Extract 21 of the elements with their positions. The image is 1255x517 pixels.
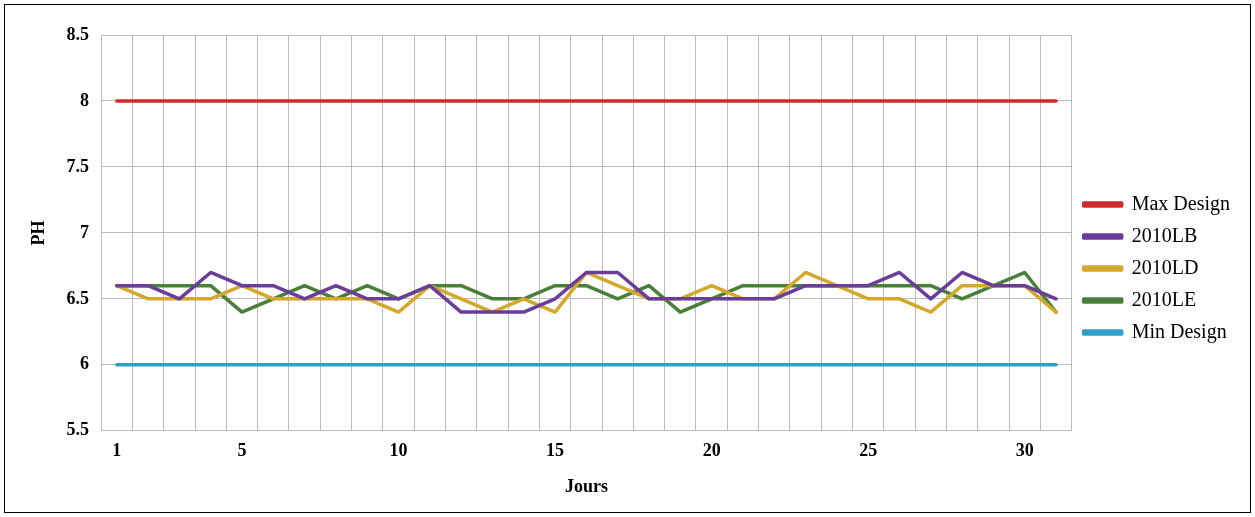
x-tick-label: 30 bbox=[1015, 440, 1034, 461]
y-axis-title: PH bbox=[28, 220, 49, 246]
legend-label: 2010LB bbox=[1131, 223, 1198, 246]
x-axis-title: Jours bbox=[564, 475, 608, 496]
x-tick-label: 1 bbox=[112, 440, 122, 461]
y-tick-label: 8.5 bbox=[66, 23, 90, 44]
y-tick-label: 5.5 bbox=[66, 419, 90, 440]
legend-label: 2010LD bbox=[1131, 255, 1199, 278]
legend-label: Max Design bbox=[1131, 191, 1231, 215]
y-tick-label: 7.5 bbox=[66, 155, 90, 176]
x-tick-label: 25 bbox=[859, 440, 878, 461]
x-tick-label: 15 bbox=[546, 440, 565, 461]
y-tick-label: 6 bbox=[80, 353, 90, 374]
x-tick-label: 10 bbox=[389, 440, 408, 461]
y-tick-label: 7 bbox=[80, 221, 90, 242]
x-tick-label: 5 bbox=[237, 440, 247, 461]
legend-label: 2010LE bbox=[1131, 287, 1197, 310]
legend-label: Min Design bbox=[1131, 319, 1227, 343]
x-tick-label: 20 bbox=[702, 440, 721, 461]
y-tick-label: 6.5 bbox=[66, 287, 90, 308]
y-tick-label: 8 bbox=[80, 89, 90, 110]
